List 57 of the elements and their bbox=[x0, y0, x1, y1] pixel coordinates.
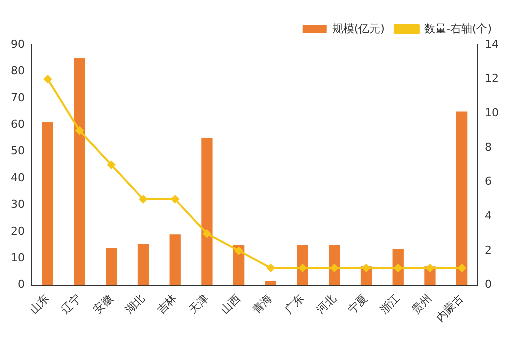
x-tick-label: 贵州 bbox=[410, 292, 434, 317]
x-tick-label: 河北 bbox=[314, 292, 339, 317]
bar bbox=[138, 244, 150, 286]
y2-tick-label: 8 bbox=[485, 140, 492, 154]
point bbox=[171, 196, 180, 204]
bar bbox=[329, 245, 340, 286]
bar bbox=[297, 245, 308, 286]
bar bbox=[42, 122, 54, 286]
y-tick-label: 60 bbox=[10, 118, 25, 131]
y-tick-label: 0 bbox=[18, 278, 25, 292]
point bbox=[203, 230, 212, 238]
bar bbox=[74, 58, 86, 286]
y-tick-label: 80 bbox=[10, 64, 25, 78]
point bbox=[394, 264, 402, 272]
point bbox=[235, 247, 244, 255]
point bbox=[298, 264, 307, 272]
bar bbox=[456, 112, 468, 286]
point bbox=[140, 196, 148, 204]
legend-label: 数量-右轴(个) bbox=[424, 22, 492, 36]
y2-tick-label: 10 bbox=[485, 106, 500, 120]
y2-tick-label: 12 bbox=[485, 72, 500, 86]
x-tick-label: 宁夏 bbox=[346, 292, 371, 317]
x-tick-label: 青海 bbox=[250, 292, 276, 317]
x-tick-label: 广东 bbox=[282, 292, 307, 317]
x-tick-label: 吉林 bbox=[154, 292, 180, 317]
y2-tick-label: 4 bbox=[485, 210, 492, 223]
x-tick-label: 内蒙古 bbox=[434, 292, 466, 324]
bar bbox=[170, 234, 181, 286]
y2-tick-label: 2 bbox=[485, 244, 492, 257]
y2-tick-label: 6 bbox=[485, 175, 492, 188]
point bbox=[330, 264, 339, 272]
point bbox=[76, 126, 84, 135]
point bbox=[362, 264, 370, 272]
x-tick-label: 安徽 bbox=[91, 292, 116, 317]
x-tick-label: 湖北 bbox=[122, 292, 148, 317]
y-tick-label: 10 bbox=[10, 251, 25, 264]
y-tick-label: 90 bbox=[10, 38, 25, 51]
point bbox=[426, 264, 434, 272]
x-tick-label: 山东 bbox=[27, 292, 52, 317]
x-tick-label: 天津 bbox=[186, 292, 212, 317]
y2-tick-label: 0 bbox=[485, 278, 492, 292]
bar bbox=[202, 138, 213, 286]
y-tick-label: 20 bbox=[10, 224, 25, 238]
point bbox=[266, 264, 275, 272]
point bbox=[458, 264, 466, 272]
y2-tick-label: 14 bbox=[485, 38, 500, 51]
legend-label: 规模(亿元) bbox=[332, 22, 385, 36]
y-tick-label: 70 bbox=[10, 91, 25, 104]
point bbox=[44, 75, 52, 84]
point bbox=[108, 161, 116, 170]
bar bbox=[106, 248, 118, 286]
x-tick-label: 浙江 bbox=[378, 292, 402, 317]
x-tick-label: 辽宁 bbox=[59, 292, 84, 317]
y-tick-label: 40 bbox=[10, 171, 25, 184]
y-tick-label: 30 bbox=[10, 198, 25, 212]
x-tick-label: 山西 bbox=[218, 292, 244, 317]
y-tick-label: 50 bbox=[10, 144, 25, 158]
